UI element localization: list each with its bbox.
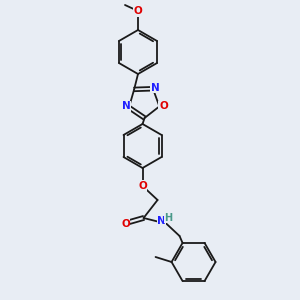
Text: O: O <box>138 181 147 191</box>
Text: N: N <box>151 83 159 93</box>
Text: N: N <box>122 101 130 112</box>
Text: O: O <box>159 101 168 111</box>
Text: O: O <box>121 219 130 229</box>
Text: N: N <box>157 216 166 226</box>
Text: H: H <box>164 213 172 223</box>
Text: O: O <box>133 6 142 16</box>
